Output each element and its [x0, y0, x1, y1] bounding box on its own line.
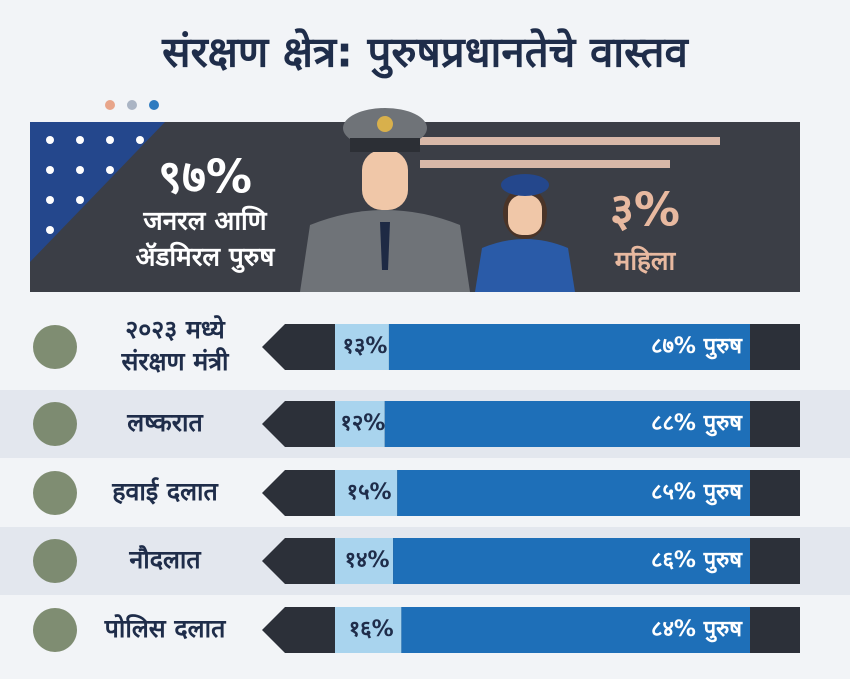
row-icon: [33, 325, 77, 369]
men-text: ॲडमिरल पुरुष: [136, 242, 276, 274]
women-label: १३%: [343, 334, 388, 359]
decor-dots: [105, 100, 159, 110]
men-label: ८६% पुरुष: [651, 548, 743, 574]
men-label: ८७% पुरुष: [651, 334, 743, 360]
women-bar: [335, 401, 385, 447]
women-label: १४%: [345, 548, 390, 573]
women-label: १५%: [347, 480, 392, 505]
row-label: २०२३ मध्ये: [125, 315, 226, 344]
row-icon: [33, 608, 77, 652]
women-bar: [335, 538, 394, 584]
row-label: हवाई दलात: [111, 477, 219, 506]
men-bar: [388, 324, 750, 370]
men-bar: [397, 470, 750, 516]
stripe: [420, 137, 720, 145]
men-bar: [393, 538, 750, 584]
men-bar: [384, 401, 750, 447]
men-label: ८८% पुरुष: [651, 411, 743, 437]
title: संरक्षण क्षेत्र: पुरुषप्रधानतेचे वास्तव: [161, 28, 689, 79]
row-label: नौदलात: [128, 545, 202, 574]
content: ९७%जनरल आणि ॲडमिरल पुरुष ३% महिला २०२३ मध्ये…: [33, 150, 800, 653]
women-label: १६%: [349, 617, 394, 642]
stripe: [420, 160, 670, 168]
women-bar: [335, 324, 389, 370]
men-text: जनरल आणि: [142, 206, 267, 237]
row-icon: [33, 539, 77, 583]
stars: [46, 136, 144, 234]
female-officer: [475, 174, 575, 292]
women-text: महिला: [614, 246, 677, 277]
men-bar: [401, 607, 750, 653]
men-label: ८५% पुरुष: [651, 480, 743, 506]
row-label: लष्करात: [126, 408, 204, 437]
women-bar: [335, 470, 398, 516]
women-bar: [335, 607, 402, 653]
row-icon: [33, 402, 77, 446]
men-label: ८४% पुरुष: [651, 617, 743, 643]
row-label: संरक्षण मंत्री: [120, 347, 230, 376]
women-label: १२%: [340, 411, 385, 436]
flag-corner: [30, 122, 165, 262]
women-percent: ३%: [610, 183, 680, 237]
row-label: पोलिस दलात: [104, 614, 227, 643]
men-percent: ९७%: [158, 150, 252, 204]
row-icon: [33, 471, 77, 515]
male-officer: [300, 108, 470, 292]
